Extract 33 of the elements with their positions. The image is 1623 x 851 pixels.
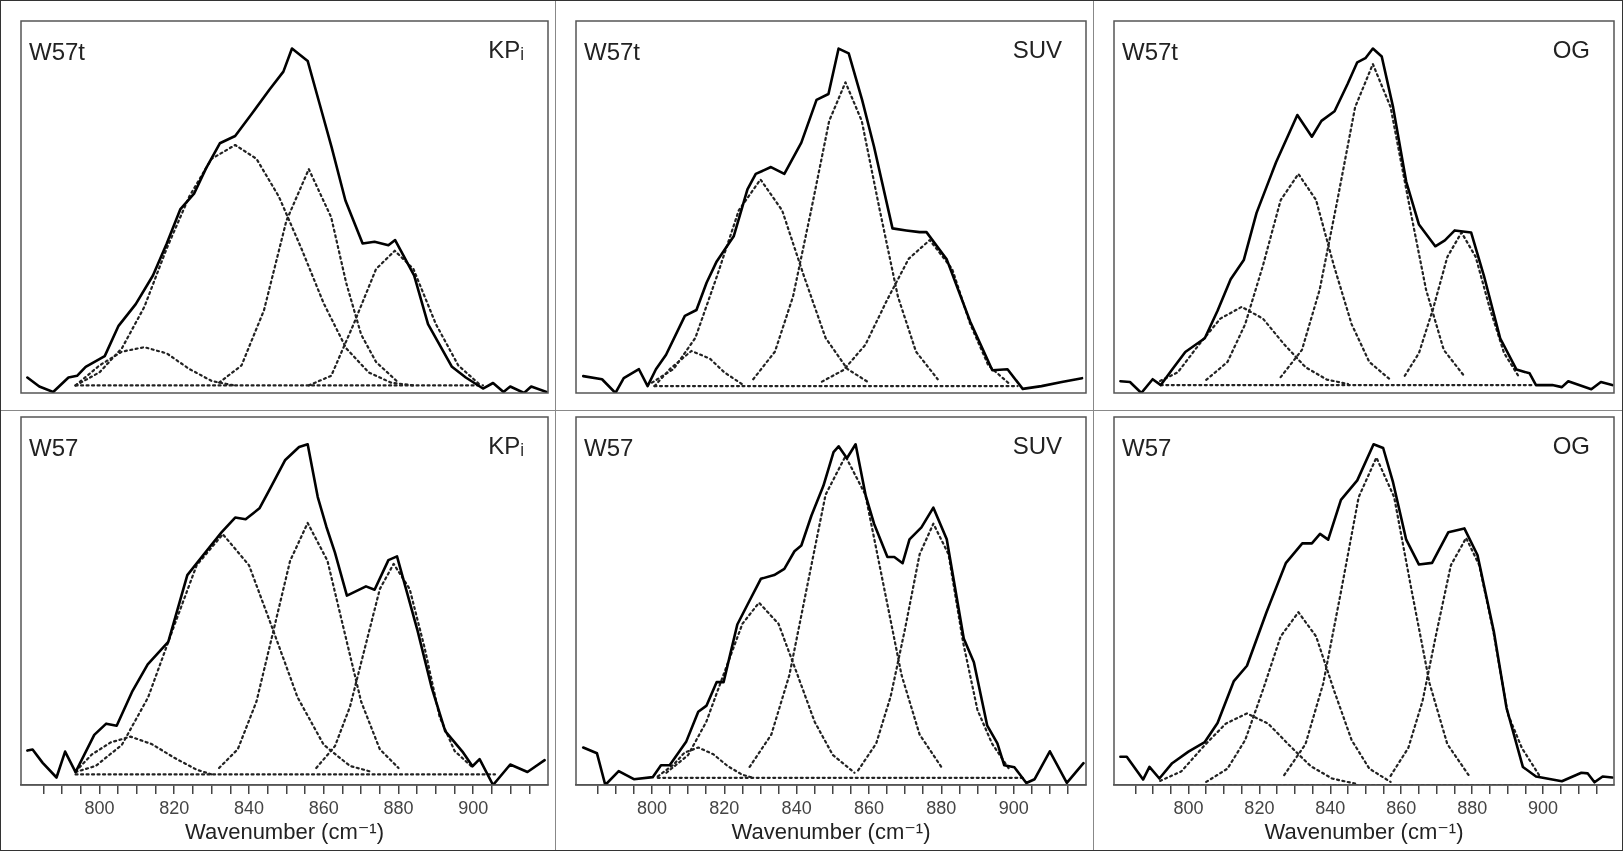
annotation: W57t — [29, 37, 86, 65]
x-tick-label: 900 — [458, 797, 489, 818]
annotation: W57t — [1122, 37, 1179, 65]
x-tick-label: 880 — [383, 797, 414, 818]
annotation: OG — [1552, 431, 1590, 459]
x-tick-label: 860 — [853, 797, 884, 818]
annotation: W57 — [1122, 433, 1172, 461]
annotation: KPᵢ — [488, 431, 524, 459]
annotation: W57 — [584, 433, 634, 461]
annotation: SUV — [1012, 431, 1062, 459]
x-tick-label: 820 — [709, 797, 740, 818]
annotation: SUV — [1012, 35, 1062, 63]
annotation: W57 — [29, 433, 79, 461]
x-tick-label: 880 — [1457, 797, 1488, 818]
x-tick-label: 840 — [233, 797, 265, 818]
x-tick-label: 900 — [998, 797, 1029, 818]
x-tick-label: 840 — [781, 797, 812, 818]
x-tick-label: 820 — [1244, 797, 1275, 818]
x-axis-title: Wavenumber (cm⁻¹) — [731, 818, 931, 844]
x-tick-label: 860 — [1386, 797, 1417, 818]
x-tick-label: 860 — [308, 797, 339, 818]
x-tick-label: 900 — [1528, 797, 1559, 818]
x-axis-title: Wavenumber (cm⁻¹) — [184, 818, 385, 844]
x-tick-label: 800 — [1173, 797, 1204, 818]
annotation: KPᵢ — [488, 35, 524, 63]
x-tick-label: 800 — [84, 797, 115, 818]
x-tick-label: 880 — [926, 797, 957, 818]
annotation: W57t — [584, 37, 641, 65]
annotation: OG — [1552, 35, 1590, 63]
x-axis-title: Wavenumber (cm⁻¹) — [1264, 818, 1464, 844]
x-tick-label: 820 — [159, 797, 190, 818]
x-tick-label: 840 — [1315, 797, 1346, 818]
x-tick-label: 800 — [636, 797, 667, 818]
